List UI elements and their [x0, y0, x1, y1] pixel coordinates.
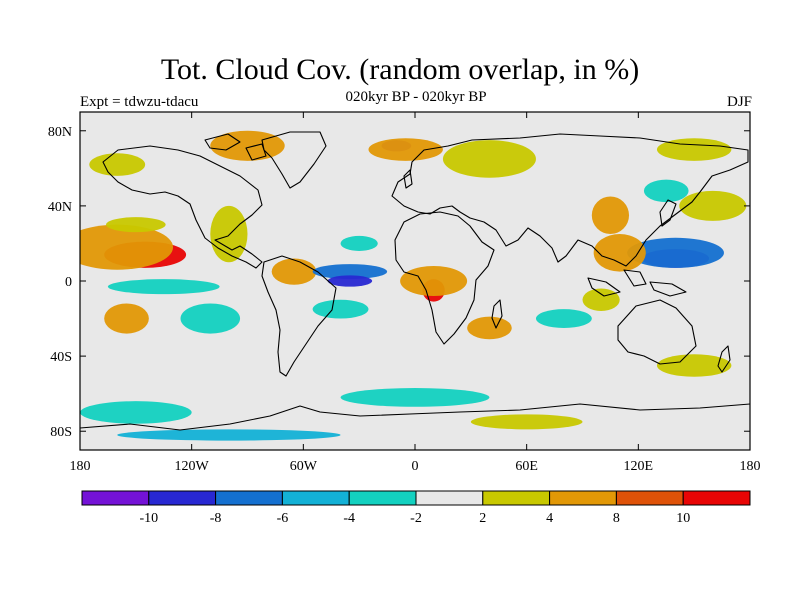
anomaly-region	[627, 237, 724, 268]
colorbar-label: -8	[210, 511, 222, 526]
anomaly-region	[210, 205, 248, 263]
colorbar-label: 8	[613, 511, 620, 526]
y-tick-label: 80N	[48, 125, 72, 140]
x-tick-label: 120E	[624, 459, 654, 474]
colorbar-label: 10	[676, 511, 690, 526]
plot-title: Tot. Cloud Cov. (random overlap, in %)	[160, 53, 640, 86]
colorbar-swatch	[148, 490, 217, 506]
anomaly-region	[656, 138, 732, 161]
x-tick-label: 120W	[175, 459, 210, 474]
anomaly-region	[327, 275, 373, 287]
colorbar-label: -2	[410, 511, 422, 526]
x-tick-label: 180	[740, 459, 761, 474]
plot-subtitle: 020kyr BP - 020kyr BP	[345, 89, 487, 105]
colorbar-swatch	[348, 490, 417, 506]
x-tick-label: 60W	[290, 459, 318, 474]
anomaly-region	[80, 401, 192, 424]
colorbar-swatch	[215, 490, 283, 506]
colorbar-label: -6	[277, 511, 289, 526]
experiment-label: Expt = tdwzu-tdacu	[80, 94, 199, 110]
coastlines	[80, 131, 750, 431]
anomaly-region	[467, 316, 512, 340]
colorbar-swatch	[482, 490, 551, 506]
colorbar: -10 -8 -6 -4 -2 2 4 8 10	[81, 490, 751, 526]
anomaly-region	[312, 264, 388, 280]
x-tick-label: 0	[412, 459, 419, 474]
anomaly-region	[535, 309, 592, 328]
y-tick-label: 0	[65, 275, 72, 290]
colorbar-swatch	[549, 490, 617, 506]
colorbar-swatch	[81, 490, 150, 506]
y-tick-label: 40S	[50, 350, 72, 365]
anomaly-region	[400, 265, 468, 297]
anomaly-field	[80, 130, 747, 441]
anomaly-region	[271, 258, 317, 285]
colorbar-swatch	[615, 490, 684, 506]
colorbar-swatch	[281, 490, 350, 506]
colorbar-swatch	[682, 490, 751, 506]
anomaly-region	[180, 303, 241, 334]
colorbar-label: 4	[546, 511, 553, 526]
anomaly-region	[442, 140, 536, 178]
anomaly-region	[593, 234, 646, 272]
anomaly-region	[582, 288, 620, 312]
anomaly-region	[340, 235, 378, 251]
colorbar-label: -4	[343, 511, 355, 526]
x-tick-label: 60E	[515, 459, 538, 474]
colorbar-label: 2	[479, 511, 486, 526]
y-tick-label: 80S	[50, 425, 72, 440]
anomaly-region	[470, 414, 583, 430]
x-tick-label: 180	[70, 459, 91, 474]
axis-ticks: 180 120W 60W 0 60E 120E 180 80N 40N 0 40S 80S	[48, 112, 761, 474]
anomaly-region	[368, 138, 443, 161]
anomaly-region	[656, 354, 732, 377]
anomaly-region	[80, 224, 174, 270]
anomaly-region	[312, 299, 369, 319]
anomaly-region	[591, 196, 630, 235]
anomaly-region	[107, 279, 220, 295]
anomaly-region	[104, 303, 149, 334]
anomaly-region	[679, 190, 747, 221]
anomaly-region	[643, 179, 689, 203]
anomaly-region	[340, 388, 490, 407]
season-label: DJF	[726, 94, 752, 110]
y-tick-label: 40N	[48, 200, 72, 215]
colorbar-swatch	[415, 490, 484, 506]
anomaly-region	[106, 217, 166, 233]
anomaly-region	[89, 153, 146, 176]
colorbar-label: -10	[139, 511, 158, 526]
anomaly-region	[117, 429, 341, 441]
